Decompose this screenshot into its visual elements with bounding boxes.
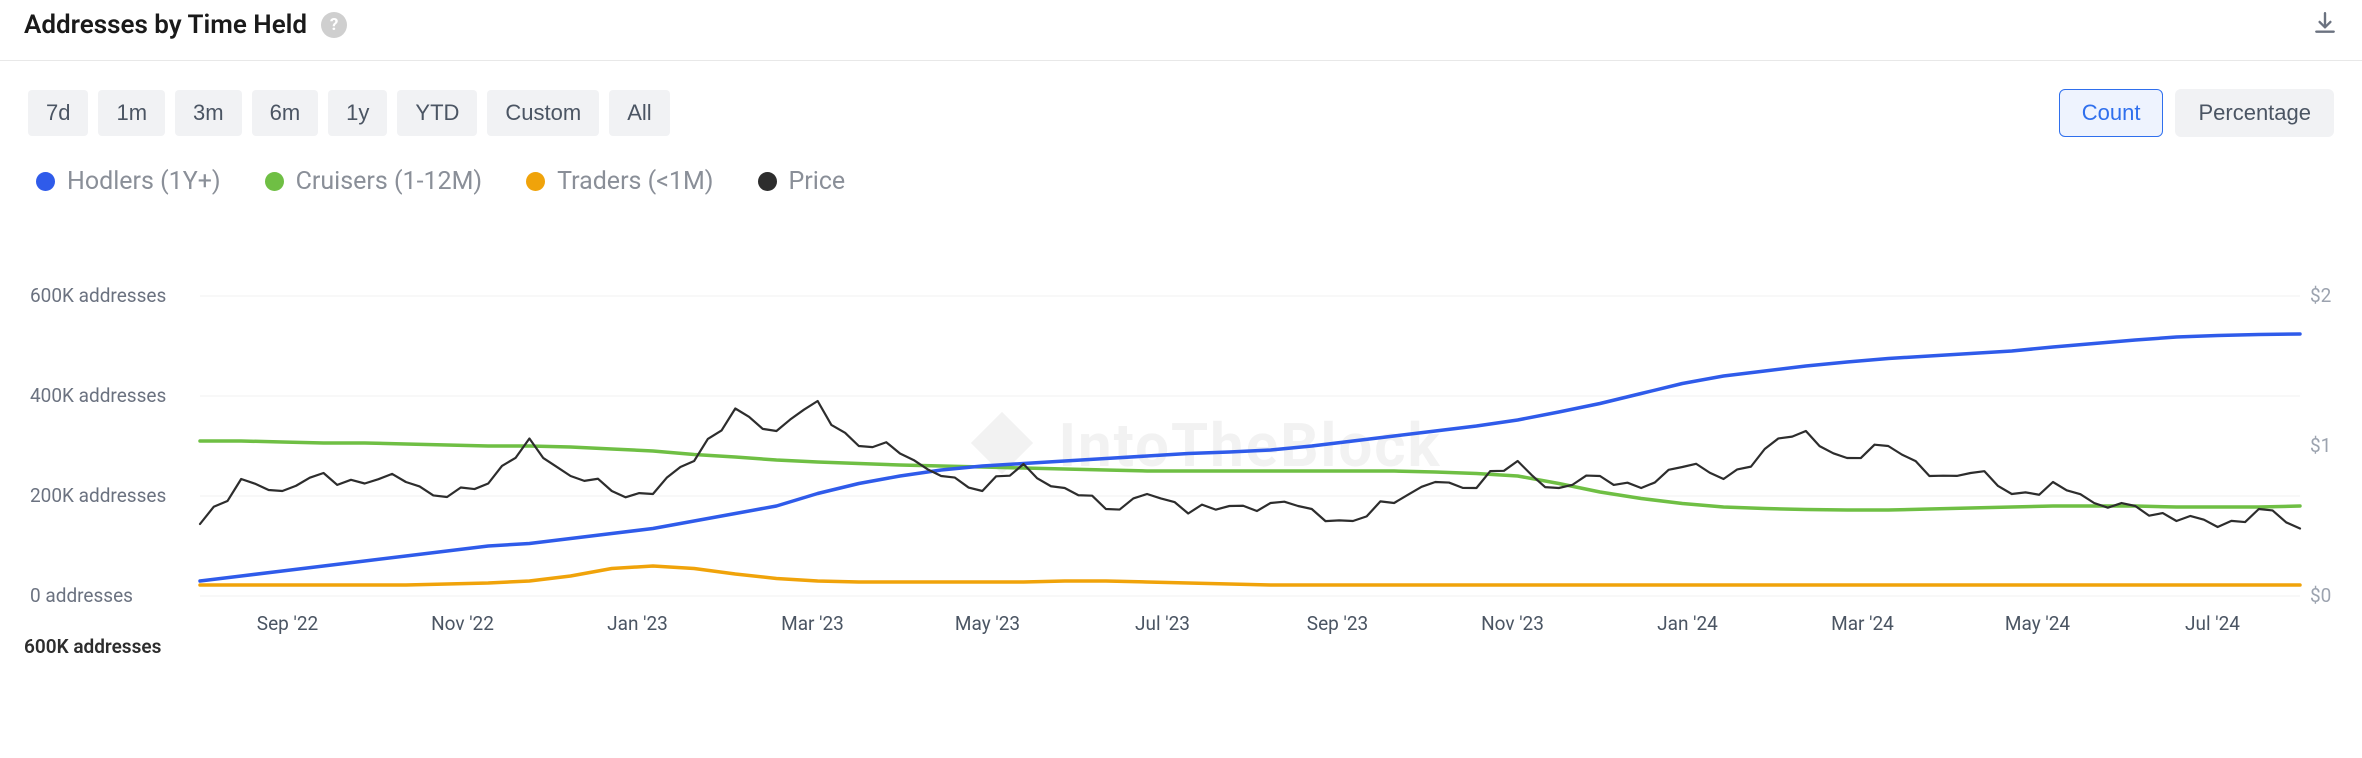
- legend-label-cruisers: Cruisers (1-12M): [296, 167, 483, 196]
- x-tick-label: May '24: [2005, 612, 2070, 635]
- range-button-3m[interactable]: 3m: [175, 90, 242, 136]
- line-chart: 0 addresses 200K addresses 400K addresses 6…: [20, 226, 2342, 656]
- legend-item-traders[interactable]: Traders (<1M): [526, 167, 713, 196]
- time-range-group: 7d1m3m6m1yYTDCustomAll: [28, 90, 670, 136]
- x-tick-label: Sep '22: [257, 612, 318, 635]
- y-right-tick-label: $1: [2310, 434, 2331, 457]
- legend-item-price[interactable]: Price: [758, 167, 846, 196]
- legend-label-price: Price: [789, 167, 846, 196]
- x-tick-label: Nov '22: [431, 612, 494, 635]
- range-button-7d[interactable]: 7d: [28, 90, 88, 136]
- mode-button-percentage[interactable]: Percentage: [2175, 89, 2334, 137]
- y-right-tick-label: $2: [2310, 284, 2331, 307]
- x-tick-label: Mar '23: [781, 612, 844, 635]
- y-left-tick-label: 600K addresses: [30, 284, 166, 307]
- chart-legend: Hodlers (1Y+) Cruisers (1-12M) Traders (<1…: [0, 145, 2362, 206]
- overflow-axis-label: 600K addresses: [24, 635, 161, 658]
- x-tick-label: Mar '24: [1831, 612, 1894, 635]
- legend-swatch-cruisers: [265, 172, 284, 191]
- legend-label-traders: Traders (<1M): [557, 167, 713, 196]
- legend-item-hodlers[interactable]: Hodlers (1Y+): [36, 167, 221, 196]
- legend-swatch-price: [758, 172, 777, 191]
- range-button-6m[interactable]: 6m: [252, 90, 319, 136]
- legend-swatch-hodlers: [36, 172, 55, 191]
- chart-title: Addresses by Time Held: [24, 10, 307, 40]
- range-button-ytd[interactable]: YTD: [397, 90, 477, 136]
- x-tick-label: Jan '23: [607, 612, 668, 635]
- download-icon[interactable]: [2312, 10, 2338, 40]
- x-tick-label: Nov '23: [1481, 612, 1544, 635]
- range-button-1m[interactable]: 1m: [98, 90, 165, 136]
- range-button-custom[interactable]: Custom: [487, 90, 599, 136]
- legend-label-hodlers: Hodlers (1Y+): [67, 167, 221, 196]
- y-left-tick-label: 0 addresses: [30, 584, 133, 607]
- chart-header: Addresses by Time Held ?: [0, 0, 2362, 61]
- x-tick-label: Sep '23: [1307, 612, 1368, 635]
- legend-item-cruisers[interactable]: Cruisers (1-12M): [265, 167, 483, 196]
- x-tick-label: Jan '24: [1657, 612, 1718, 635]
- mode-button-count[interactable]: Count: [2059, 89, 2164, 137]
- x-tick-label: May '23: [955, 612, 1020, 635]
- x-tick-label: Jul '24: [2185, 612, 2240, 635]
- y-left-tick-label: 400K addresses: [30, 384, 166, 407]
- range-button-1y[interactable]: 1y: [328, 90, 387, 136]
- display-mode-group: CountPercentage: [2059, 89, 2334, 137]
- range-button-all[interactable]: All: [609, 90, 669, 136]
- help-icon[interactable]: ?: [321, 12, 347, 38]
- y-right-tick-label: $0: [2310, 584, 2331, 607]
- series-line-traders: [200, 566, 2300, 585]
- y-left-tick-label: 200K addresses: [30, 484, 166, 507]
- x-tick-label: Jul '23: [1135, 612, 1190, 635]
- legend-swatch-traders: [526, 172, 545, 191]
